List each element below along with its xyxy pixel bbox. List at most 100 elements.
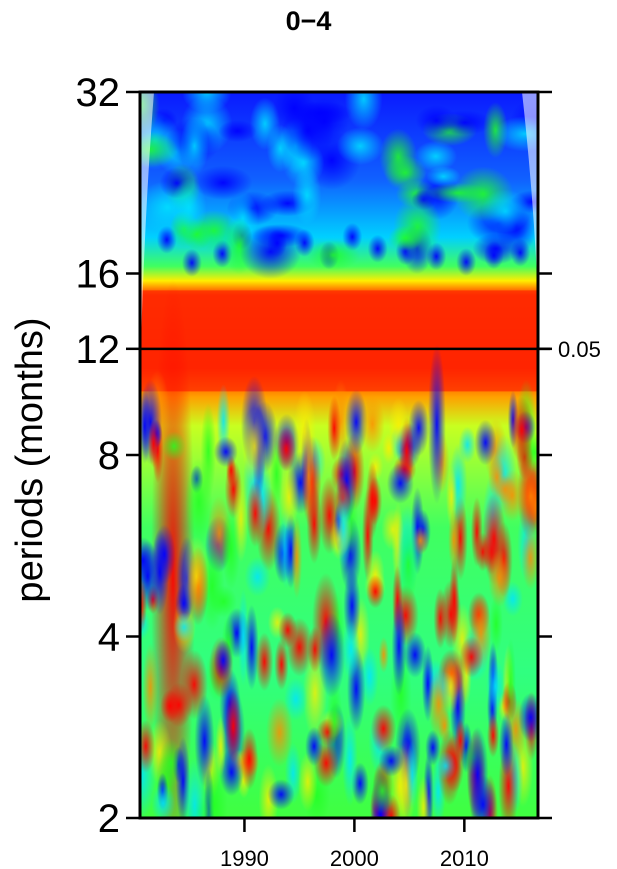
power-blob [434,751,457,781]
power-blob [459,636,484,678]
power-blob [378,636,389,674]
x-tick-label: 2000 [330,846,379,869]
power-blob [489,594,503,654]
power-blob [171,178,207,237]
power-blob [378,745,404,777]
power-blob [147,419,160,468]
power-blob [416,776,431,818]
power-blob [469,774,497,818]
power-blob [336,127,384,165]
power-blob [326,675,343,765]
power-blob [433,588,448,649]
y-axis-label: periods (months) [9,317,51,602]
power-blob [182,757,207,818]
power-blob [518,692,538,743]
power-blob [481,189,530,233]
power-blob [305,726,324,767]
power-blob [386,462,414,504]
power-blob [342,713,358,807]
power-blob [505,637,516,727]
power-blob [210,585,237,618]
power-blob [437,110,493,135]
y-tick-label: 4 [98,616,120,660]
power-blob [391,596,407,697]
power-blob [414,140,458,172]
power-blob [185,458,213,547]
y-tick-label: 12 [76,328,121,372]
power-blob [427,668,450,740]
power-blob [193,165,253,200]
power-blob [510,396,534,464]
power-blob [140,537,157,585]
power-blob [318,612,346,698]
power-blob [486,658,505,714]
cone-of-influence-left [140,92,154,380]
x-tick-label: 2010 [440,846,489,869]
power-blob [488,549,511,608]
power-blob [499,712,514,777]
power-blob [291,516,303,599]
power-blob [255,632,274,692]
power-blob [181,248,202,277]
power-blob [292,166,322,225]
power-blob [278,612,298,649]
power-blob [249,97,281,150]
power-blob [173,612,195,643]
power-blob [242,408,267,485]
power-blob [488,456,506,499]
power-blob [180,116,209,176]
y-tick-label: 8 [98,434,120,478]
power-blob [449,555,460,645]
power-blob [493,116,538,152]
power-blob [369,767,396,815]
power-blob [293,390,317,473]
power-blob [379,128,418,185]
power-blob [238,588,249,686]
significance-label: 0.05 [558,337,601,362]
cone-of-influence-right [522,92,538,300]
power-blob [393,195,442,259]
power-blob [140,577,147,633]
chart-title: 0−4 [285,6,332,36]
power-blob [458,426,477,463]
power-blob [162,431,186,462]
power-blob [298,752,318,812]
power-blob [474,419,497,466]
power-blob [267,779,295,810]
power-blob [218,120,257,142]
power-blob [344,92,383,131]
power-blob [284,677,308,721]
x-tick-label: 1990 [220,846,269,869]
power-blob [225,690,242,764]
power-blob [274,638,289,691]
power-blob [448,508,460,571]
power-blob [472,233,520,265]
power-blob [327,395,342,461]
y-tick-label: 32 [76,71,121,115]
power-blob [279,462,300,532]
power-blob [276,426,296,472]
power-blob [244,556,271,597]
power-blob [266,697,293,768]
power-blob [456,248,477,276]
power-blob [182,536,210,617]
power-blob [341,620,360,680]
power-blob [140,719,155,773]
power-blob [299,96,350,146]
power-blob [335,486,352,570]
power-blob [213,639,233,682]
power-blob [221,508,241,591]
power-blob [182,92,232,113]
power-blob [398,524,418,605]
power-blob [388,397,409,453]
power-blob [142,642,159,732]
high-power-band [140,290,538,392]
power-blob [246,480,265,548]
power-blob [487,713,500,758]
power-blob [151,783,176,818]
power-blob [240,727,259,790]
power-blob [360,395,385,453]
power-blob [427,344,446,505]
power-blob [367,476,383,526]
